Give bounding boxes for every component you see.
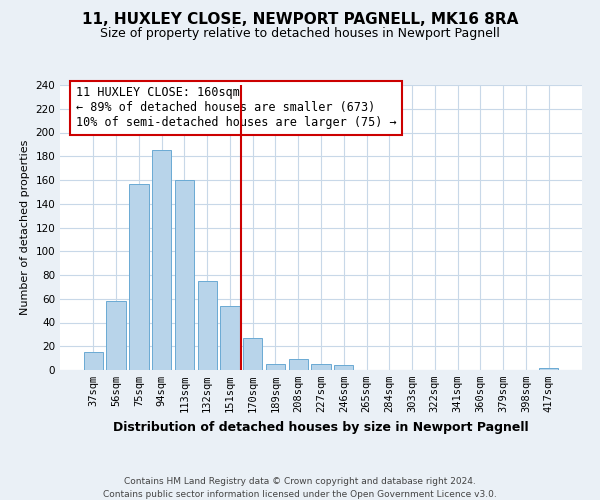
Text: Contains HM Land Registry data © Crown copyright and database right 2024.: Contains HM Land Registry data © Crown c… (124, 478, 476, 486)
Bar (334, 365, 353, 370)
Text: Size of property relative to detached houses in Newport Pagnell: Size of property relative to detached ho… (100, 28, 500, 40)
Bar (106, 301, 126, 370)
Bar (266, 364, 285, 370)
X-axis label: Distribution of detached houses by size in Newport Pagnell: Distribution of detached houses by size … (113, 420, 529, 434)
Bar (84, 352, 103, 370)
Bar (197, 281, 217, 370)
Bar (152, 150, 172, 370)
Bar (175, 180, 194, 370)
Text: Contains public sector information licensed under the Open Government Licence v3: Contains public sector information licen… (103, 490, 497, 499)
Bar (311, 364, 331, 370)
Text: 11, HUXLEY CLOSE, NEWPORT PAGNELL, MK16 8RA: 11, HUXLEY CLOSE, NEWPORT PAGNELL, MK16 … (82, 12, 518, 28)
Bar (243, 338, 262, 370)
Bar (129, 184, 149, 370)
Bar (289, 360, 308, 370)
Y-axis label: Number of detached properties: Number of detached properties (20, 140, 30, 315)
Text: 11 HUXLEY CLOSE: 160sqm
← 89% of detached houses are smaller (673)
10% of semi-d: 11 HUXLEY CLOSE: 160sqm ← 89% of detache… (76, 86, 396, 130)
Bar (539, 368, 558, 370)
Bar (220, 306, 239, 370)
